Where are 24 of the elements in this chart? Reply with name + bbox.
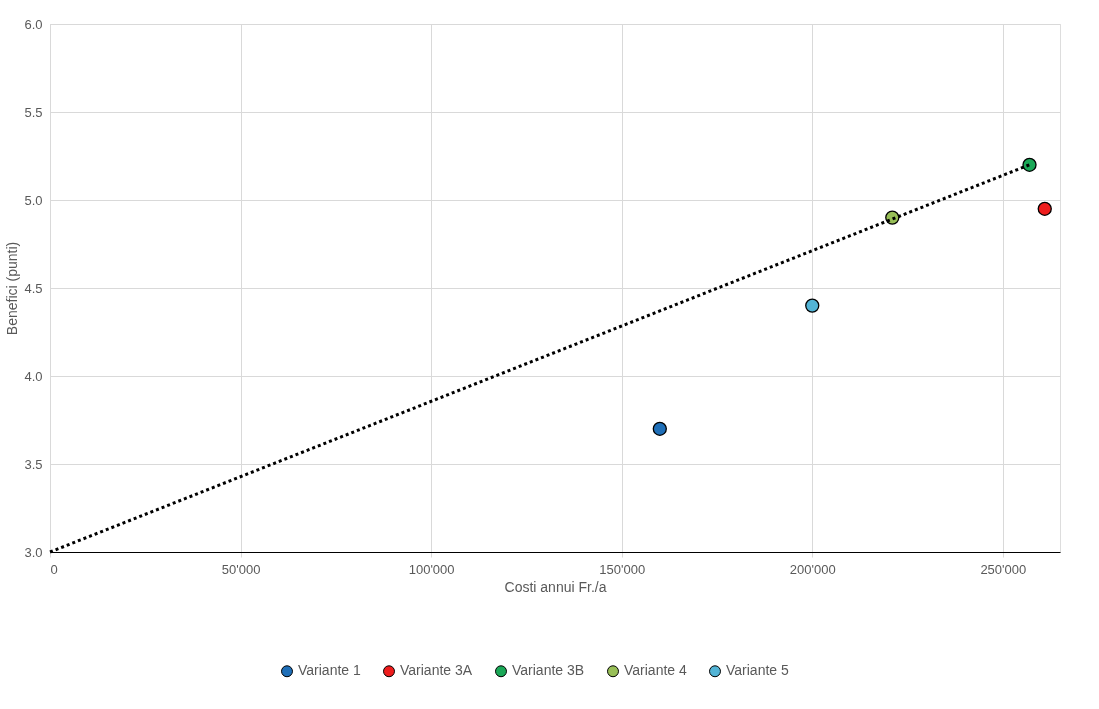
legend-label: Variante 3A	[400, 662, 473, 679]
point	[805, 298, 820, 313]
y-tick-label: 3.5	[24, 456, 43, 472]
legend-label: Variante 4	[624, 662, 687, 679]
y-tick-label: 5.0	[24, 192, 43, 208]
y-tick-label: 4.5	[24, 280, 43, 296]
point	[1037, 201, 1052, 216]
x-tick-label: 250'000	[980, 561, 1027, 577]
legend-label: Variante 3B	[512, 662, 585, 679]
x-tick-label: 200'000	[789, 561, 836, 577]
x-tick-label: 0	[50, 561, 58, 577]
y-tick-label: 6.0	[24, 16, 43, 32]
y-tick-label: 3.0	[24, 544, 43, 560]
point	[652, 421, 667, 436]
y-axis-title: Benefici (punti)	[4, 241, 21, 336]
legend-label: Variante 1	[298, 662, 361, 679]
x-tick-label: 150'000	[599, 561, 646, 577]
y-tick-label: 5.5	[24, 104, 43, 120]
point	[1022, 157, 1037, 172]
x-axis-title: Costi annui Fr./a	[504, 578, 607, 595]
legend-label: Variante 5	[726, 662, 789, 679]
x-tick-label: 100'000	[408, 561, 455, 577]
y-tick-label: 4.0	[24, 368, 43, 384]
x-tick-label: 50'000	[221, 561, 261, 577]
